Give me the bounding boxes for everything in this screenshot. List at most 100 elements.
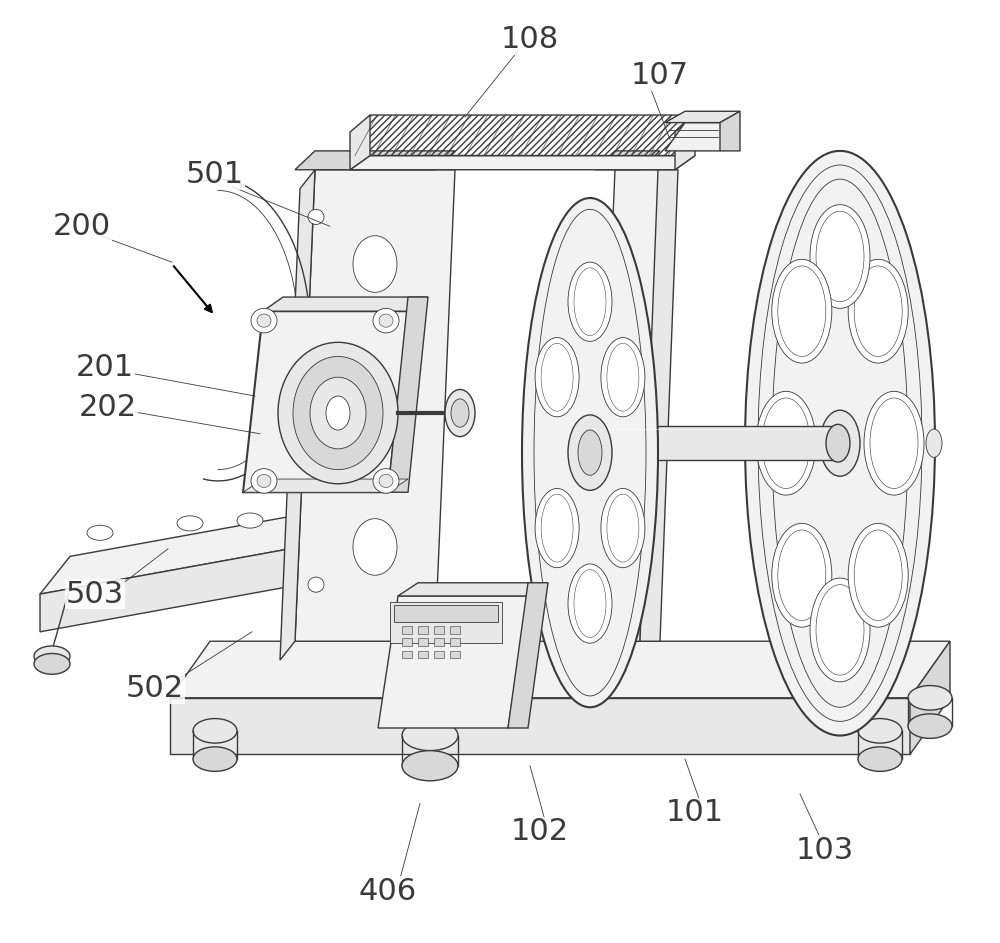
Ellipse shape bbox=[745, 151, 935, 736]
Text: 108: 108 bbox=[501, 25, 559, 54]
Ellipse shape bbox=[772, 259, 832, 363]
Polygon shape bbox=[434, 638, 444, 646]
Polygon shape bbox=[508, 583, 548, 728]
Polygon shape bbox=[450, 626, 460, 634]
Ellipse shape bbox=[858, 747, 902, 771]
Text: 107: 107 bbox=[631, 61, 689, 90]
Ellipse shape bbox=[326, 396, 350, 430]
Ellipse shape bbox=[522, 198, 658, 707]
Ellipse shape bbox=[451, 399, 469, 427]
Ellipse shape bbox=[373, 469, 399, 493]
Ellipse shape bbox=[601, 488, 645, 568]
Ellipse shape bbox=[379, 474, 393, 488]
Ellipse shape bbox=[257, 474, 271, 488]
Ellipse shape bbox=[353, 330, 397, 387]
Text: 101: 101 bbox=[666, 799, 724, 827]
Polygon shape bbox=[675, 115, 695, 170]
Ellipse shape bbox=[308, 577, 324, 592]
Ellipse shape bbox=[293, 356, 383, 470]
Polygon shape bbox=[450, 651, 460, 658]
Polygon shape bbox=[910, 641, 950, 754]
Polygon shape bbox=[300, 509, 330, 585]
Ellipse shape bbox=[237, 513, 263, 528]
Ellipse shape bbox=[177, 516, 203, 531]
Ellipse shape bbox=[251, 308, 277, 333]
Polygon shape bbox=[595, 170, 660, 641]
Ellipse shape bbox=[820, 410, 860, 476]
Polygon shape bbox=[40, 547, 300, 632]
Ellipse shape bbox=[402, 720, 458, 751]
Polygon shape bbox=[434, 651, 444, 658]
Polygon shape bbox=[243, 479, 408, 492]
Polygon shape bbox=[243, 311, 408, 492]
Ellipse shape bbox=[353, 519, 397, 575]
Polygon shape bbox=[595, 151, 660, 170]
Ellipse shape bbox=[257, 314, 271, 327]
Text: 502: 502 bbox=[126, 674, 184, 703]
Text: 103: 103 bbox=[796, 836, 854, 865]
Ellipse shape bbox=[535, 338, 579, 417]
Polygon shape bbox=[398, 583, 548, 596]
Polygon shape bbox=[665, 123, 740, 151]
Ellipse shape bbox=[568, 415, 612, 490]
Polygon shape bbox=[665, 111, 740, 123]
Ellipse shape bbox=[373, 308, 399, 333]
Ellipse shape bbox=[278, 342, 398, 484]
Ellipse shape bbox=[601, 338, 645, 417]
Ellipse shape bbox=[578, 430, 602, 475]
Text: 406: 406 bbox=[359, 877, 417, 905]
Ellipse shape bbox=[251, 469, 277, 493]
Text: 501: 501 bbox=[186, 160, 244, 189]
Ellipse shape bbox=[193, 719, 237, 743]
Ellipse shape bbox=[810, 578, 870, 682]
Polygon shape bbox=[170, 641, 950, 698]
Text: 201: 201 bbox=[76, 354, 134, 382]
Polygon shape bbox=[450, 638, 460, 646]
Polygon shape bbox=[295, 170, 455, 641]
Polygon shape bbox=[170, 698, 910, 754]
Ellipse shape bbox=[756, 391, 816, 495]
Ellipse shape bbox=[87, 525, 113, 540]
Ellipse shape bbox=[353, 236, 397, 292]
Polygon shape bbox=[434, 626, 444, 634]
Text: 202: 202 bbox=[79, 393, 137, 422]
Polygon shape bbox=[295, 151, 455, 170]
Ellipse shape bbox=[353, 424, 397, 481]
Ellipse shape bbox=[810, 205, 870, 308]
Ellipse shape bbox=[772, 523, 832, 627]
Polygon shape bbox=[418, 651, 428, 658]
Polygon shape bbox=[390, 602, 502, 643]
Ellipse shape bbox=[535, 488, 579, 568]
Ellipse shape bbox=[34, 653, 70, 674]
Polygon shape bbox=[402, 651, 412, 658]
Ellipse shape bbox=[926, 429, 942, 457]
Ellipse shape bbox=[193, 747, 237, 771]
Ellipse shape bbox=[379, 314, 393, 327]
Polygon shape bbox=[720, 111, 740, 151]
Polygon shape bbox=[388, 297, 428, 492]
Ellipse shape bbox=[402, 751, 458, 781]
Polygon shape bbox=[418, 638, 428, 646]
Ellipse shape bbox=[310, 377, 366, 449]
Polygon shape bbox=[592, 426, 838, 460]
Polygon shape bbox=[640, 170, 678, 641]
Ellipse shape bbox=[568, 262, 612, 341]
Text: 503: 503 bbox=[66, 580, 124, 608]
Polygon shape bbox=[350, 115, 370, 170]
Ellipse shape bbox=[848, 523, 908, 627]
Ellipse shape bbox=[308, 209, 324, 224]
Polygon shape bbox=[40, 509, 330, 594]
Polygon shape bbox=[280, 170, 315, 660]
Ellipse shape bbox=[864, 391, 924, 495]
Polygon shape bbox=[402, 638, 412, 646]
Polygon shape bbox=[350, 156, 695, 170]
Ellipse shape bbox=[826, 424, 850, 462]
Ellipse shape bbox=[908, 686, 952, 710]
Polygon shape bbox=[418, 626, 428, 634]
Ellipse shape bbox=[34, 646, 70, 667]
Polygon shape bbox=[378, 596, 528, 728]
Ellipse shape bbox=[848, 259, 908, 363]
Ellipse shape bbox=[568, 564, 612, 643]
Ellipse shape bbox=[908, 714, 952, 738]
Polygon shape bbox=[263, 297, 428, 311]
